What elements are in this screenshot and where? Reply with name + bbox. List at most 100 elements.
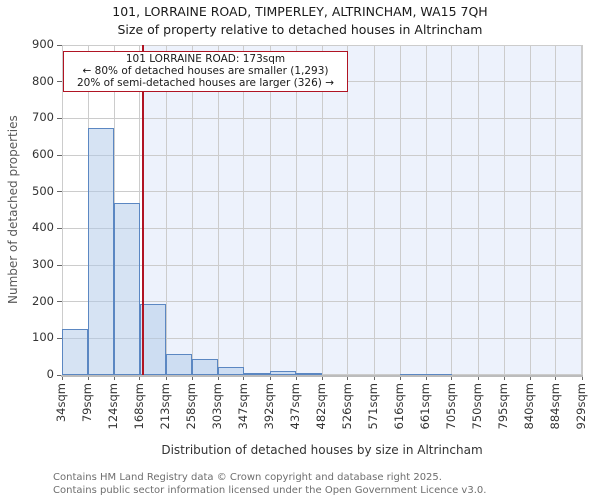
y-tick-label: 0 bbox=[46, 367, 54, 381]
x-tick-label: 79sqm bbox=[80, 383, 95, 423]
y-tick-mark bbox=[57, 191, 62, 193]
x-tick-label: 303sqm bbox=[210, 383, 225, 430]
annotation-box: 101 LORRAINE ROAD: 173sqm ← 80% of detac… bbox=[63, 51, 348, 92]
x-tick-label: 840sqm bbox=[522, 383, 537, 430]
x-tick-mark bbox=[373, 375, 375, 380]
chart-subtitle: Size of property relative to detached ho… bbox=[117, 22, 483, 37]
y-tick-mark bbox=[57, 301, 62, 303]
x-axis-line bbox=[61, 375, 583, 377]
footer-line-1: Contains HM Land Registry data © Crown c… bbox=[53, 472, 442, 483]
x-tick-label: 392sqm bbox=[262, 383, 276, 430]
x-tick-mark bbox=[477, 375, 479, 380]
y-tick-label: 600 bbox=[32, 147, 54, 161]
histogram-bar bbox=[88, 127, 115, 375]
x-tick-mark bbox=[191, 375, 193, 380]
x-tick-mark bbox=[243, 375, 245, 380]
x-gridline bbox=[165, 45, 167, 375]
x-tick-label: 661sqm bbox=[418, 383, 433, 430]
x-gridline bbox=[295, 45, 297, 375]
x-tick-mark bbox=[425, 375, 427, 380]
x-tick-label: 884sqm bbox=[547, 383, 562, 430]
x-gridline bbox=[503, 45, 505, 375]
annotation-larger-stat: 20% of semi-detached houses are larger (… bbox=[77, 77, 334, 89]
x-tick-mark bbox=[165, 375, 167, 380]
x-gridline bbox=[269, 45, 271, 375]
x-tick-label: 571sqm bbox=[366, 383, 380, 430]
histogram-bar bbox=[218, 366, 244, 375]
x-tick-mark bbox=[581, 375, 583, 380]
y-axis-label: Number of detached properties bbox=[6, 115, 20, 305]
x-gridline bbox=[191, 45, 193, 375]
x-tick-label: 124sqm bbox=[106, 383, 121, 430]
x-gridline bbox=[529, 45, 531, 375]
y-tick-mark bbox=[57, 117, 62, 119]
x-tick-mark bbox=[269, 375, 271, 380]
x-tick-label: 34sqm bbox=[54, 383, 68, 423]
larger-properties-shaded-region bbox=[142, 45, 582, 375]
property-marker-line bbox=[141, 45, 144, 375]
x-gridline bbox=[581, 45, 583, 375]
x-tick-mark bbox=[555, 375, 557, 380]
x-gridline bbox=[399, 45, 401, 375]
footer-line-2: Contains public sector information licen… bbox=[53, 484, 487, 496]
y-tick-label: 400 bbox=[32, 220, 54, 235]
x-tick-label: 526sqm bbox=[339, 383, 354, 430]
y-tick-mark bbox=[57, 154, 62, 156]
annotation-property-size: 101 LORRAINE ROAD: 173sqm bbox=[125, 53, 286, 65]
x-gridline bbox=[243, 45, 245, 375]
histogram-bar bbox=[270, 370, 297, 375]
x-tick-mark bbox=[217, 375, 219, 380]
attribution-footer: Contains HM Land Registry data © Crown c… bbox=[53, 472, 486, 497]
y-tick-label: 300 bbox=[32, 257, 54, 271]
y-tick-mark bbox=[57, 264, 62, 266]
x-tick-label: 482sqm bbox=[314, 383, 329, 430]
y-tick-label: 100 bbox=[32, 330, 54, 345]
chart-title: 101, LORRAINE ROAD, TIMPERLEY, ALTRINCHA… bbox=[112, 4, 488, 19]
histogram-bar bbox=[243, 372, 270, 375]
x-tick-label: 168sqm bbox=[131, 383, 146, 430]
annotation-smaller-stat: ← 80% of detached houses are smaller (1,… bbox=[82, 65, 329, 77]
x-gridline bbox=[477, 45, 479, 375]
x-tick-mark bbox=[113, 375, 115, 380]
histogram-bar bbox=[62, 329, 89, 375]
y-tick-mark bbox=[57, 227, 62, 229]
x-tick-mark bbox=[87, 375, 89, 380]
y-tick-label: 800 bbox=[32, 73, 54, 88]
y-tick-label: 700 bbox=[32, 110, 54, 125]
y-tick-mark bbox=[57, 81, 62, 83]
x-tick-label: 795sqm bbox=[496, 383, 511, 430]
x-tick-mark bbox=[295, 375, 297, 380]
x-tick-mark bbox=[321, 375, 323, 380]
x-tick-mark bbox=[399, 375, 401, 380]
x-gridline bbox=[347, 45, 349, 375]
x-tick-mark bbox=[529, 375, 531, 380]
x-tick-label: 347sqm bbox=[235, 383, 250, 430]
y-tick-label: 200 bbox=[32, 293, 54, 308]
x-tick-label: 929sqm bbox=[574, 383, 588, 430]
x-tick-label: 705sqm bbox=[443, 383, 458, 430]
x-tick-label: 616sqm bbox=[392, 383, 407, 430]
x-gridline bbox=[425, 45, 427, 375]
x-tick-label: 437sqm bbox=[288, 383, 303, 430]
x-tick-mark bbox=[139, 375, 141, 380]
histogram-bar bbox=[192, 358, 219, 375]
y-tick-mark bbox=[57, 374, 62, 376]
x-tick-mark bbox=[347, 375, 349, 380]
x-tick-mark bbox=[451, 375, 453, 380]
histogram-bar bbox=[139, 303, 166, 375]
x-axis-label: Distribution of detached houses by size … bbox=[161, 443, 483, 457]
x-tick-label: 258sqm bbox=[184, 383, 199, 430]
y-tick-mark bbox=[57, 337, 62, 339]
x-gridline bbox=[61, 45, 63, 375]
x-gridline bbox=[217, 45, 219, 375]
histogram-bar bbox=[296, 372, 323, 375]
y-tick-label: 900 bbox=[32, 37, 54, 51]
x-gridline bbox=[451, 45, 453, 375]
y-tick-mark bbox=[57, 44, 62, 46]
x-gridline bbox=[555, 45, 557, 375]
x-tick-mark bbox=[503, 375, 505, 380]
histogram-bar bbox=[114, 202, 140, 375]
y-tick-label: 500 bbox=[32, 183, 54, 198]
x-tick-label: 213sqm bbox=[158, 383, 172, 430]
